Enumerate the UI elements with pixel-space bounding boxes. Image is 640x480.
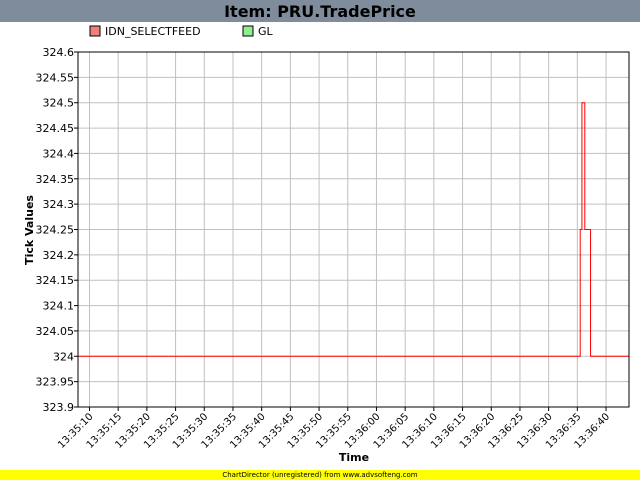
footer-text: ChartDirector (unregistered) from www.ad…	[222, 471, 418, 479]
y-tick-label: 324.05	[36, 325, 75, 338]
x-axis-title: Time	[339, 451, 369, 464]
footer-banner: ChartDirector (unregistered) from www.ad…	[0, 470, 640, 480]
y-tick-label: 324.6	[43, 46, 75, 59]
legend: IDN_SELECTFEED GL	[89, 25, 274, 38]
series-layer	[78, 102, 630, 357]
y-axis-title: Tick Values	[23, 195, 36, 265]
legend-label: IDN_SELECTFEED	[105, 25, 201, 38]
chart-title: Item: PRU.TradePrice	[224, 1, 416, 21]
y-tick-label: 324.1	[43, 300, 75, 313]
y-tick-label: 324.3	[43, 198, 75, 211]
x-axis: 13:35:1013:35:1513:35:2013:35:2513:35:30…	[56, 407, 612, 451]
y-tick-label: 324.35	[36, 173, 75, 186]
chart-area: IDN_SELECTFEED GL 323.9 323.95 324 324.05 324…	[23, 25, 630, 464]
y-tick-label: 324.55	[36, 71, 75, 84]
y-tick-label: 324.15	[36, 274, 75, 287]
legend-swatch	[89, 25, 101, 37]
series-line-idn-selectfeed	[78, 102, 630, 357]
legend-label: GL	[258, 25, 274, 38]
y-tick-label: 324.4	[43, 147, 75, 160]
y-tick-label: 324.5	[43, 97, 75, 110]
y-tick-label: 324.25	[36, 224, 75, 237]
y-tick-label: 323.9	[43, 401, 75, 414]
y-tick-label: 324.45	[36, 122, 75, 135]
title-bar: Item: PRU.TradePrice	[0, 0, 640, 22]
y-axis: 323.9 323.95 324 324.05 324.1 324.15 324.2 324.…	[36, 46, 78, 414]
legend-swatch	[242, 25, 254, 37]
y-tick-label: 324.2	[43, 249, 75, 262]
y-tick-label: 323.95	[36, 376, 75, 389]
y-tick-label: 324	[53, 350, 74, 363]
